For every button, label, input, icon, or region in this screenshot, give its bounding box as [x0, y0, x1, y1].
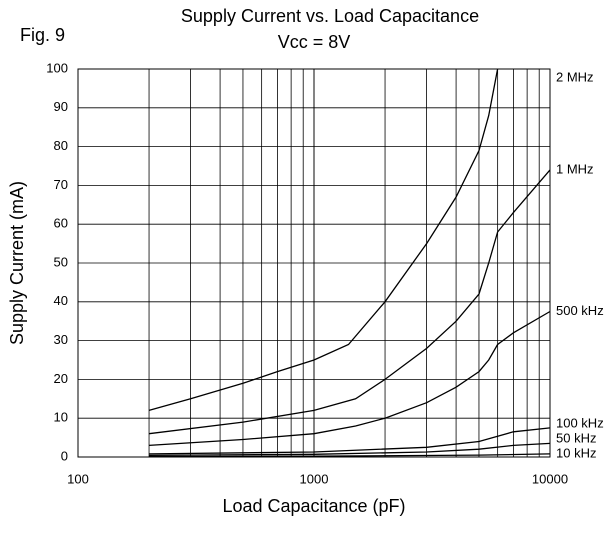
y-tick-label: 90 — [54, 99, 68, 114]
legend-label: 2 MHz — [556, 69, 594, 84]
legend-label: 50 kHz — [556, 430, 596, 445]
series-line — [148, 427, 551, 455]
legend-label: 100 kHz — [556, 415, 604, 430]
legend-label: 10 kHz — [556, 445, 596, 460]
y-tick-label: 30 — [54, 332, 68, 347]
legend-label: 500 kHz — [556, 303, 604, 318]
x-tick-label: 10000 — [532, 471, 568, 486]
series-line — [148, 68, 499, 412]
series-line — [148, 310, 551, 447]
y-tick-label: 20 — [54, 371, 68, 386]
series-line — [148, 169, 551, 435]
legend-label: 1 MHz — [556, 161, 594, 176]
plot-frame — [77, 68, 551, 458]
y-tick-label: 0 — [61, 448, 68, 463]
y-tick-label: 50 — [54, 254, 68, 269]
y-tick-label: 40 — [54, 293, 68, 308]
chart-title: Supply Current vs. Load Capacitance — [181, 6, 479, 26]
series-line — [148, 442, 551, 457]
y-tick-label: 60 — [54, 216, 68, 231]
y-tick-label: 80 — [54, 138, 68, 153]
x-axis-label: Load Capacitance (pF) — [222, 496, 405, 516]
figure-label: Fig. 9 — [20, 25, 65, 45]
y-tick-label: 70 — [54, 177, 68, 192]
x-tick-label: 100 — [67, 471, 89, 486]
x-tick-label: 1000 — [300, 471, 329, 486]
series-line — [148, 453, 551, 458]
y-tick-label: 10 — [54, 410, 68, 425]
y-axis-label: Supply Current (mA) — [7, 181, 27, 345]
y-tick-label: 100 — [46, 60, 68, 75]
chart-subtitle: Vcc = 8V — [278, 32, 351, 52]
